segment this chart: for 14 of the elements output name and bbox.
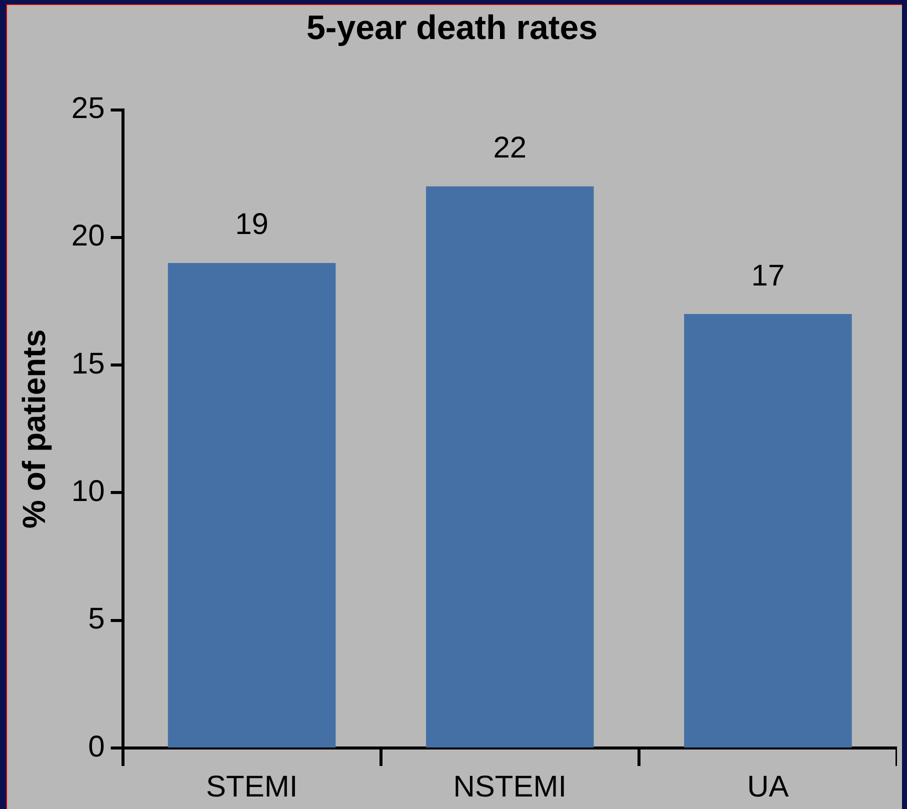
- x-tick-label: UA: [747, 770, 789, 804]
- x-tick-label: STEMI: [206, 770, 298, 804]
- chart-title: 5-year death rates: [306, 8, 598, 47]
- y-tick-label: 15: [71, 347, 105, 380]
- y-tick-label: 10: [71, 474, 105, 508]
- y-tick-label: 5: [88, 602, 105, 636]
- x-tick-label: NSTEMI: [453, 770, 567, 804]
- y-tick-label: 20: [71, 220, 105, 253]
- y-tick-label: 0: [88, 730, 105, 764]
- data-label: 19: [235, 208, 268, 242]
- data-label: 17: [751, 259, 785, 292]
- data-label: 22: [493, 132, 527, 165]
- y-axis-title: % of patients: [16, 329, 52, 528]
- y-tick-label: 25: [71, 92, 105, 126]
